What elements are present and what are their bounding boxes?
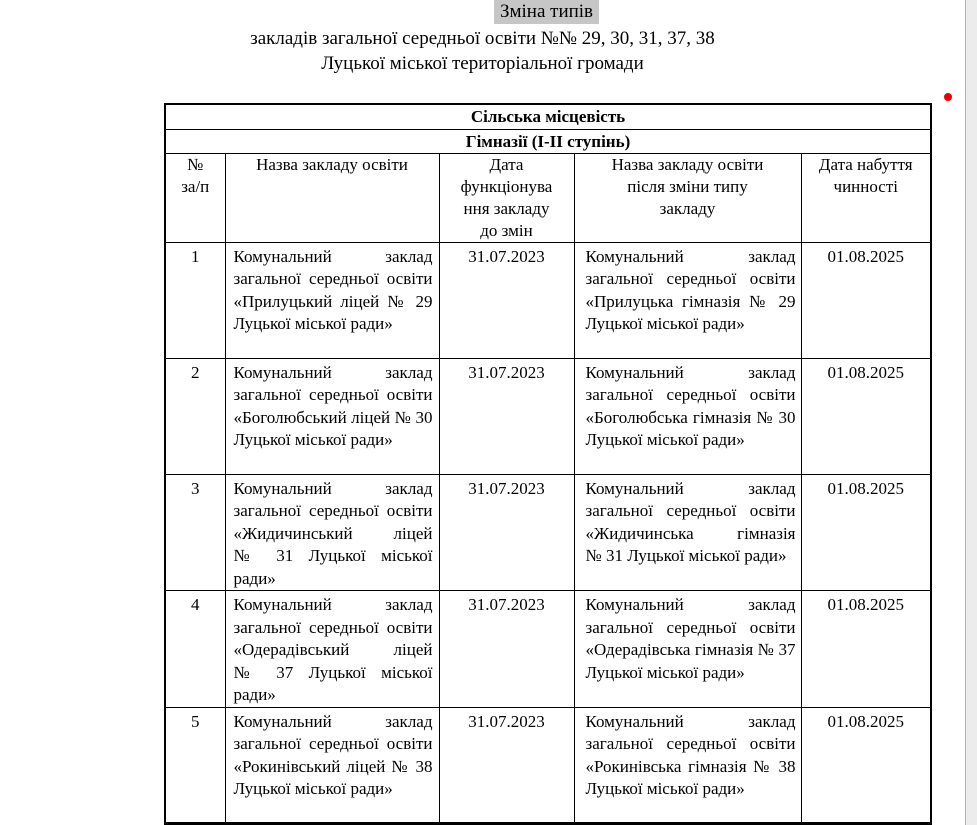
schools-change-table: Сільська місцевість Гімназії (І-ІІ ступі… [164,103,933,825]
cell-date-before: 31.07.2023 [438,590,575,708]
page-edge-strip [965,0,977,825]
table-row: 5 Комунальний заклад загальної середньої… [164,706,932,824]
cell-num: 4 [164,590,226,708]
column-header-name-before: Назва закладу освіти [224,152,440,243]
cell-name-before: Комунальний заклад загальної середньої о… [224,357,440,475]
cell-date-effective: 01.08.2025 [800,590,932,708]
cell-date-before: 31.07.2023 [438,241,575,359]
table-section-row: Сільська місцевість [164,103,932,130]
column-header-num: № за/п [164,152,226,243]
cell-num: 1 [164,241,226,359]
table-header-row: № за/п Назва закладу освіти Дата функціо… [164,152,932,243]
section-header-cell: Сільська місцевість [164,103,932,130]
cell-name-after: Комунальний заклад загальної середньої о… [573,706,802,824]
cell-name-before: Комунальний заклад загальної середньої о… [224,590,440,708]
subsection-header-cell: Гімназії (І-ІІ ступінь) [164,128,932,154]
title-line-3: Луцької міської територіальної громади [321,53,644,74]
cell-name-after: Комунальний заклад загальної середньої о… [573,473,802,591]
table-row: 3 Комунальний заклад загальної середньої… [164,473,932,591]
cell-date-effective: 01.08.2025 [800,357,932,475]
cell-date-before: 31.07.2023 [438,706,575,824]
column-header-name-after: Назва закладу освіти після зміни типу за… [573,152,802,243]
title-line-1: Зміна типів [0,0,965,24]
table-row: 2 Комунальний заклад загальної середньої… [164,357,932,475]
column-header-date-before: Дата функціонува ння закладу до змін [438,152,575,243]
cell-num: 3 [164,473,226,591]
cell-name-after: Комунальний заклад загальної середньої о… [573,357,802,475]
highlighted-title: Зміна типів [493,0,600,24]
title-line-2: закладів загальної середньої освіти №№ 2… [250,28,715,49]
cell-name-after: Комунальний заклад загальної середньої о… [573,590,802,708]
cell-name-before: Комунальний заклад загальної середньої о… [224,706,440,824]
cell-date-effective: 01.08.2025 [800,706,932,824]
comment-marker-icon[interactable] [944,93,952,101]
cell-num: 2 [164,357,226,475]
cell-date-effective: 01.08.2025 [800,473,932,591]
column-header-date-effective: Дата набуття чинності [800,152,932,243]
cell-date-before: 31.07.2023 [438,473,575,591]
document-title-block: Зміна типів закладів загальної середньої… [0,0,965,76]
table-row: 1 Комунальний заклад загальної середньої… [164,241,932,359]
table-row: 4 Комунальний заклад загальної середньої… [164,590,932,708]
cell-name-before: Комунальний заклад загальної середньої о… [224,473,440,591]
cell-date-before: 31.07.2023 [438,357,575,475]
cell-name-after: Комунальний заклад загальної середньої о… [573,241,802,359]
cell-num: 5 [164,706,226,824]
cell-date-effective: 01.08.2025 [800,241,932,359]
cell-name-before: Комунальний заклад загальної середньої о… [224,241,440,359]
table-subsection-row: Гімназії (І-ІІ ступінь) [164,128,932,154]
